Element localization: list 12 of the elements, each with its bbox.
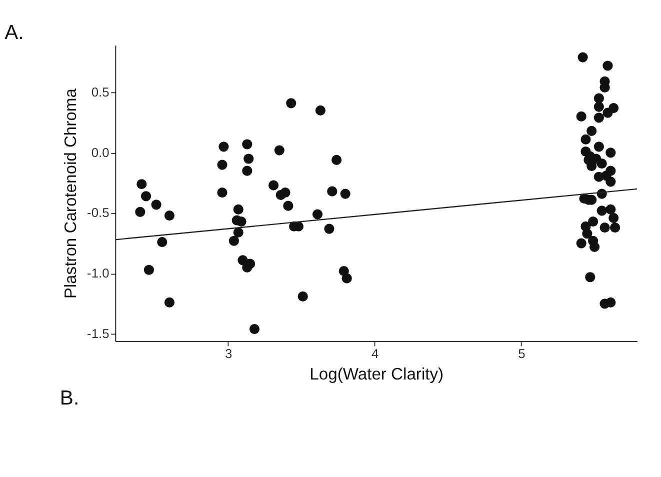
y-tick-label: 0.5: [91, 84, 110, 100]
y-tick-label: -0.5: [87, 205, 110, 220]
y-tick-label: -1.0: [87, 266, 110, 281]
x-tick-label: 5: [518, 346, 526, 362]
y-tick-label: -1.5: [87, 326, 110, 342]
x-tick-label: 3: [224, 346, 232, 362]
y-tick-label: 0.0: [91, 144, 110, 160]
text: B.: [60, 388, 80, 410]
x-tick-label: 4: [372, 346, 379, 362]
x-axis-title: Log(Water Clarity): [310, 364, 444, 384]
y-axis-title: Plastron Carotenoid Chroma: [60, 88, 80, 299]
chart-title: A.: [4, 22, 24, 44]
